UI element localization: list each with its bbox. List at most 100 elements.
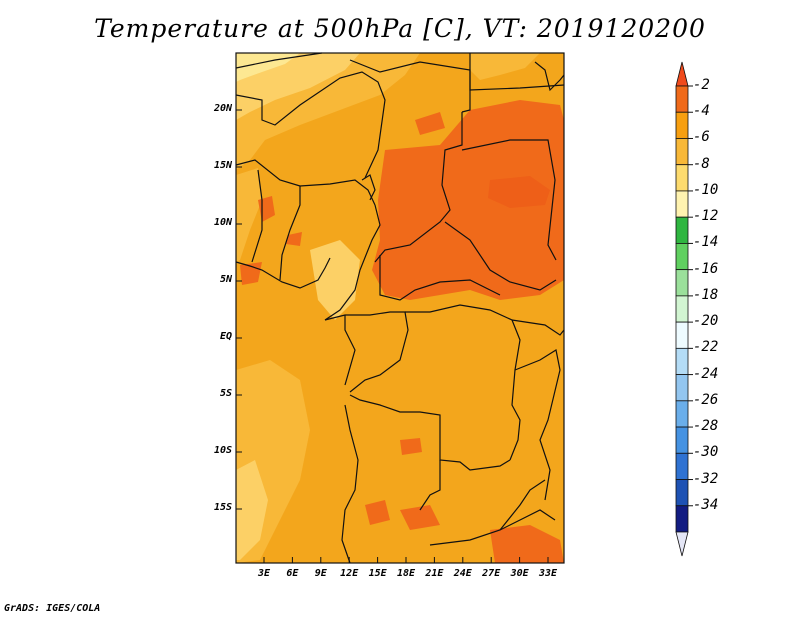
field-light-west bbox=[236, 168, 262, 262]
field-palest-north bbox=[236, 53, 300, 82]
border-line bbox=[235, 159, 376, 206]
border-line bbox=[324, 311, 409, 393]
border-line bbox=[444, 221, 557, 291]
colorbar-swatch bbox=[675, 216, 689, 244]
colorbar-label: -22 bbox=[693, 339, 719, 356]
y-axis-label: 10S bbox=[213, 445, 232, 456]
border-line bbox=[499, 479, 546, 531]
y-axis-label: 15S bbox=[213, 502, 232, 513]
y-axis-label: EQ bbox=[219, 331, 232, 342]
colorbar-label: -10 bbox=[693, 181, 719, 198]
colorbar-swatch bbox=[675, 426, 689, 454]
border-line bbox=[461, 139, 557, 261]
field-warm-patch bbox=[365, 500, 390, 525]
border-line bbox=[361, 174, 376, 201]
colorbar-label: -2 bbox=[693, 77, 710, 93]
axis-ticks bbox=[236, 109, 549, 563]
colorbar-swatch bbox=[675, 321, 689, 349]
colorbar-label: -8 bbox=[693, 155, 710, 172]
colorbar-swatch bbox=[675, 190, 689, 218]
y-axis-label: 5N bbox=[219, 274, 232, 285]
field-warm-patch bbox=[490, 525, 564, 563]
border-line bbox=[469, 53, 565, 91]
colorbar-swatch bbox=[675, 374, 689, 402]
map-field bbox=[236, 53, 564, 563]
colorbar-label: -16 bbox=[693, 260, 719, 277]
colorbar-swatch bbox=[675, 138, 689, 166]
colorbar-swatch bbox=[675, 85, 689, 113]
border-line bbox=[349, 59, 471, 113]
y-axis-label: 5S bbox=[219, 388, 232, 399]
colorbar-top-arrow bbox=[675, 61, 689, 87]
field-warm-patch bbox=[400, 438, 422, 455]
colorbar-bottom-arrow bbox=[675, 531, 689, 557]
y-axis-label: 20N bbox=[213, 103, 232, 114]
field-warm-patch bbox=[415, 112, 445, 135]
field-warm-core bbox=[372, 100, 564, 300]
x-axis-label: 18E bbox=[396, 568, 416, 579]
field-warm-patch bbox=[400, 505, 440, 530]
border-line bbox=[324, 204, 381, 321]
border-line bbox=[511, 319, 565, 336]
border-line bbox=[251, 169, 263, 263]
border-line bbox=[514, 349, 561, 501]
colorbar-label: -32 bbox=[693, 470, 719, 487]
border-line bbox=[534, 61, 565, 92]
y-axis-label: 10N bbox=[213, 217, 232, 228]
field-warmer-sudan bbox=[488, 176, 550, 208]
border-line bbox=[379, 255, 501, 301]
y-axis-label: 15N bbox=[213, 160, 232, 171]
x-axis-label: 9E bbox=[314, 568, 327, 579]
colorbar-swatch bbox=[675, 452, 689, 480]
colorbar bbox=[675, 61, 693, 557]
colorbar-swatch bbox=[675, 243, 689, 271]
colorbar-swatch bbox=[675, 269, 689, 297]
grads-credit: GrADS: IGES/COLA bbox=[4, 603, 101, 614]
border-line bbox=[279, 186, 301, 281]
map-frame bbox=[235, 52, 565, 564]
colorbar-swatch bbox=[675, 479, 689, 507]
country-borders bbox=[235, 52, 565, 564]
colorbar-label: -18 bbox=[693, 286, 719, 303]
x-axis-label: 21E bbox=[425, 568, 444, 579]
colorbar-label: -26 bbox=[693, 391, 719, 408]
border-line bbox=[235, 52, 323, 69]
colorbar-label: -24 bbox=[693, 365, 719, 382]
colorbar-label: -20 bbox=[693, 313, 719, 330]
border-line bbox=[429, 509, 556, 546]
border-line bbox=[405, 304, 521, 461]
chart-title: Temperature at 500hPa [C], VT: 201912020… bbox=[94, 14, 706, 43]
colorbar-swatch bbox=[675, 505, 689, 533]
field-light-northeast bbox=[470, 53, 540, 80]
colorbar-label: -30 bbox=[693, 444, 719, 461]
border-line bbox=[235, 71, 386, 179]
field-lighter-ocean bbox=[236, 460, 268, 560]
x-axis-label: 15E bbox=[368, 568, 387, 579]
colorbar-swatch bbox=[675, 400, 689, 428]
border-line bbox=[419, 460, 441, 511]
border-line bbox=[344, 315, 356, 386]
x-axis-label: 30E bbox=[510, 568, 529, 579]
x-axis-label: 24E bbox=[453, 568, 472, 579]
colorbar-swatch bbox=[675, 295, 689, 323]
colorbar-label: -14 bbox=[693, 234, 719, 251]
colorbar-label: -12 bbox=[693, 208, 719, 225]
colorbar-label: -4 bbox=[693, 103, 710, 120]
colorbar-label: -28 bbox=[693, 418, 719, 435]
border-line bbox=[341, 404, 359, 564]
x-axis-label: 6E bbox=[286, 568, 299, 579]
colorbar-swatch bbox=[675, 164, 689, 192]
colorbar-label: -6 bbox=[693, 129, 710, 146]
field-warm-patch bbox=[286, 232, 302, 246]
x-axis-label: 33E bbox=[538, 568, 558, 579]
x-axis-label: 12E bbox=[340, 568, 359, 579]
colorbar-swatch bbox=[675, 347, 689, 375]
border-line bbox=[235, 257, 331, 289]
border-line bbox=[374, 112, 463, 263]
x-axis-label: 27E bbox=[482, 568, 501, 579]
colorbar-swatch bbox=[675, 111, 689, 139]
border-line bbox=[349, 394, 511, 471]
x-axis-label: 3E bbox=[257, 568, 271, 579]
colorbar-label: -34 bbox=[693, 496, 719, 513]
